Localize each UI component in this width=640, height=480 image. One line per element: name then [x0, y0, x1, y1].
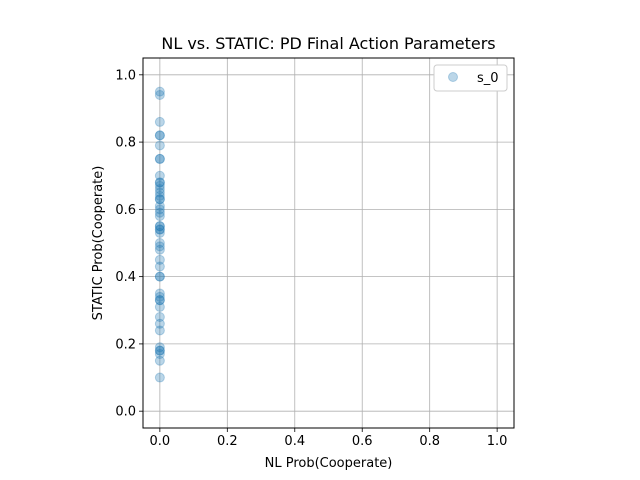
data-point	[154, 211, 165, 222]
data-point	[154, 90, 165, 100]
data-point	[154, 271, 165, 282]
data-point	[154, 261, 165, 272]
data-point	[154, 194, 165, 205]
data-point	[154, 345, 165, 356]
plot-frame	[142, 57, 515, 429]
x-axis-ticks: 0.0 0.2 0.4 0.6 0.8 1.0	[150, 428, 508, 449]
x-tick-label: 0.8	[419, 434, 440, 449]
chart-title: NL vs. STATIC: PD Final Action Parameter…	[161, 34, 495, 53]
y-tick-label: 0.4	[115, 270, 136, 285]
data-point	[154, 244, 165, 255]
data-point	[154, 153, 165, 164]
plot-area	[143, 58, 514, 428]
data-point	[154, 271, 165, 282]
data-point	[154, 288, 165, 299]
y-tick-label: 0.8	[115, 136, 136, 151]
data-point	[154, 221, 165, 232]
data-point	[154, 345, 165, 356]
legend-box	[433, 64, 508, 92]
data-point	[154, 342, 165, 353]
data-point	[154, 224, 165, 235]
data-point	[154, 355, 165, 366]
data-point	[154, 140, 165, 151]
data-point	[154, 201, 165, 211]
y-tick-label: 1.0	[115, 68, 136, 83]
data-point	[154, 238, 165, 248]
data-point	[154, 224, 165, 235]
data-point	[154, 86, 165, 97]
x-tick-label: 0.6	[352, 434, 373, 449]
data-point	[154, 291, 165, 302]
data-point	[154, 187, 165, 198]
data-point	[154, 325, 165, 336]
data-point	[154, 153, 165, 164]
data-point	[154, 180, 165, 191]
data-point	[154, 207, 165, 218]
data-point	[154, 372, 165, 383]
data-point	[154, 177, 165, 188]
x-tick-label: 1.0	[487, 434, 508, 449]
data-point	[154, 295, 165, 306]
legend: s_0	[433, 64, 508, 92]
y-axis-ticks: 0.0 0.2 0.4 0.6 0.8 1.0	[115, 68, 143, 420]
data-point	[154, 130, 165, 141]
x-tick-label: 0.0	[150, 434, 171, 449]
data-point	[154, 241, 165, 252]
data-point	[154, 254, 165, 265]
data-point	[154, 227, 165, 238]
x-tick-label: 0.4	[284, 434, 305, 449]
data-point	[154, 116, 165, 127]
legend-marker-s_0	[448, 72, 458, 82]
x-axis-label: NL Prob(Cooperate)	[265, 456, 393, 471]
data-point	[154, 318, 165, 329]
data-point	[154, 177, 165, 188]
data-point	[154, 184, 165, 195]
data-point	[154, 349, 165, 359]
legend-label-s_0: s_0	[477, 71, 499, 86]
y-tick-label: 0.2	[115, 337, 136, 352]
y-axis-label: STATIC Prob(Cooperate)	[91, 166, 106, 321]
data-point	[154, 190, 165, 201]
data-points	[154, 86, 165, 383]
data-point	[154, 130, 165, 141]
data-point	[154, 221, 165, 232]
y-tick-label: 0.0	[115, 405, 136, 420]
grid-lines	[143, 58, 514, 428]
data-point	[154, 170, 165, 181]
x-tick-label: 0.2	[217, 434, 238, 449]
data-point	[154, 295, 165, 306]
data-point	[154, 301, 165, 312]
data-point	[154, 204, 165, 215]
data-point	[154, 194, 165, 205]
y-tick-label: 0.6	[115, 203, 136, 218]
data-point	[154, 312, 165, 322]
